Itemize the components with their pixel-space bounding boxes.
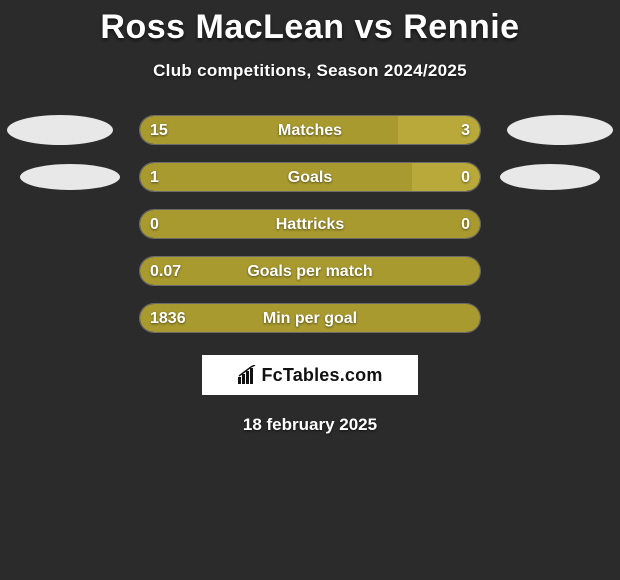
bar-container: 00Hattricks	[139, 209, 481, 239]
compare-row: 1836Min per goal	[0, 303, 620, 337]
compare-row: 153Matches	[0, 115, 620, 149]
bar-label: Goals	[140, 163, 480, 192]
compare-row: 00Hattricks	[0, 209, 620, 243]
chart-icon	[237, 365, 257, 385]
compare-row: 0.07Goals per match	[0, 256, 620, 290]
bar-label: Goals per match	[140, 257, 480, 286]
page-title: Ross MacLean vs Rennie	[0, 0, 620, 47]
brand-label: FcTables.com	[237, 365, 382, 386]
player-avatar-right	[507, 115, 613, 145]
bar-label: Matches	[140, 116, 480, 145]
bar-container: 10Goals	[139, 162, 481, 192]
player-avatar-left	[7, 115, 113, 145]
player-avatar-left	[20, 164, 120, 190]
brand-box: FcTables.com	[202, 355, 418, 395]
bar-label: Hattricks	[140, 210, 480, 239]
date-label: 18 february 2025	[0, 415, 620, 435]
bar-container: 0.07Goals per match	[139, 256, 481, 286]
compare-row: 10Goals	[0, 162, 620, 196]
bar-label: Min per goal	[140, 304, 480, 333]
bar-container: 1836Min per goal	[139, 303, 481, 333]
comparison-rows: 153Matches 10Goals 00Hattricks 0.07Goals pe…	[0, 115, 620, 337]
brand-text: FcTables.com	[261, 365, 382, 386]
bar-container: 153Matches	[139, 115, 481, 145]
subtitle: Club competitions, Season 2024/2025	[0, 61, 620, 81]
player-avatar-right	[500, 164, 600, 190]
